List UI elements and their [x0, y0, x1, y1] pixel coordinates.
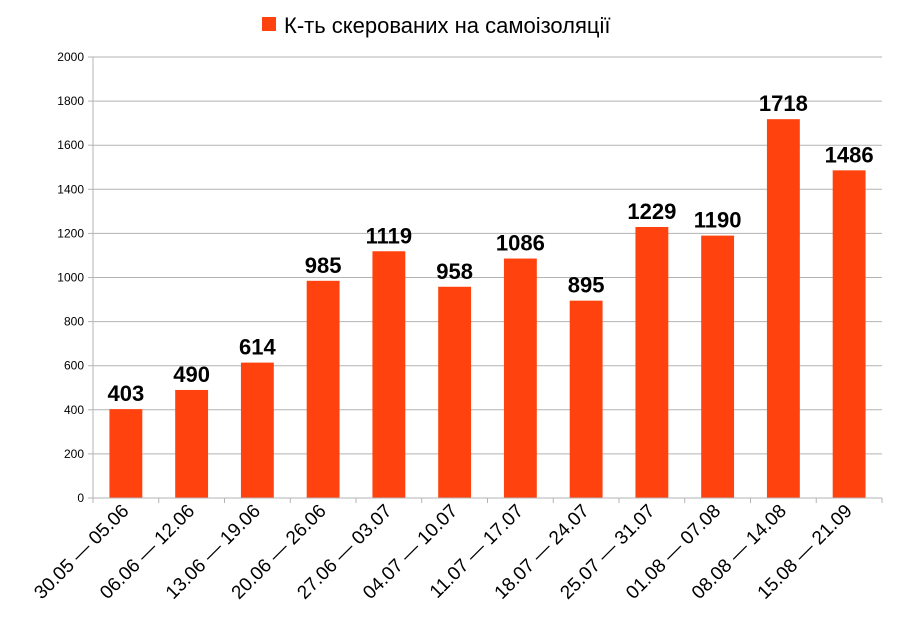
y-tick-label: 800	[64, 315, 84, 329]
y-tick-label: 200	[64, 447, 84, 461]
y-axis-ticks: 0 200 400 600 800 1000 1200 1400 1600 1800 2000	[57, 50, 93, 505]
bar	[306, 280, 340, 498]
bar	[372, 251, 406, 498]
gridlines	[93, 56, 882, 499]
y-tick-label: 1800	[57, 94, 84, 108]
data-label: 1718	[759, 91, 808, 116]
bar	[503, 258, 537, 498]
bar	[701, 235, 735, 499]
legend-swatch	[262, 17, 276, 31]
data-label: 1229	[627, 199, 676, 224]
data-label: 1086	[496, 231, 545, 256]
bar	[438, 286, 472, 498]
data-label: 895	[568, 273, 605, 298]
bar	[635, 227, 669, 498]
data-labels: 403 490 614 985 1119 958 1086 895 1229 1190 1718 14…	[108, 91, 874, 406]
bar	[766, 119, 800, 498]
data-label: 958	[436, 259, 473, 284]
y-tick-label: 600	[64, 359, 84, 373]
bar	[240, 362, 274, 498]
data-label: 490	[173, 362, 210, 387]
bar	[832, 170, 866, 498]
bar	[109, 409, 143, 498]
y-tick-label: 400	[64, 403, 84, 417]
y-tick-label: 1200	[57, 226, 84, 240]
data-label: 1119	[366, 223, 413, 248]
y-tick-label: 1000	[57, 271, 84, 285]
y-tick-label: 1400	[57, 182, 84, 196]
data-label: 614	[239, 335, 276, 360]
y-tick-label: 0	[77, 491, 84, 505]
data-label: 985	[305, 253, 342, 278]
bar	[569, 300, 603, 498]
data-label: 1190	[694, 208, 742, 233]
data-label: 403	[108, 381, 145, 406]
data-label: 1486	[825, 142, 874, 167]
bar	[175, 389, 209, 498]
legend: К-ть скерованих на самоізоляції	[262, 13, 611, 38]
bars	[109, 119, 866, 499]
y-tick-label: 2000	[57, 50, 84, 64]
legend-label: К-ть скерованих на самоізоляції	[284, 13, 611, 38]
y-tick-label: 1600	[57, 138, 84, 152]
